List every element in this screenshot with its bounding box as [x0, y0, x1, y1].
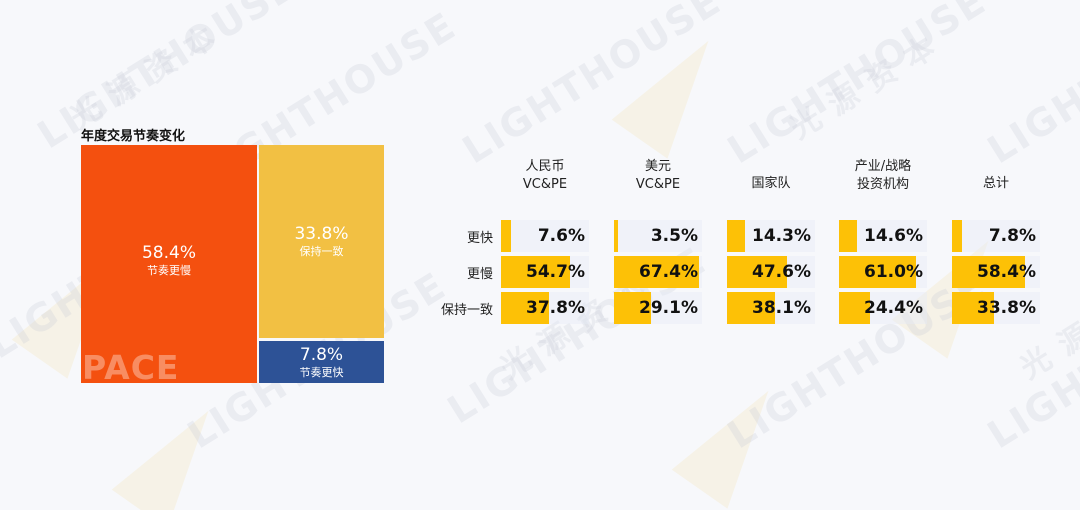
value-bar: [501, 220, 511, 252]
column-header: 人民币 VC&PE: [495, 158, 595, 194]
table-cell: 54.7%: [501, 256, 589, 288]
value-label: 29.1%: [639, 298, 698, 318]
value-bar: [614, 292, 651, 324]
value-bar: [952, 292, 995, 324]
table-cell: 38.1%: [727, 292, 815, 324]
column-header: 美元 VC&PE: [608, 158, 708, 194]
column-header-line1: 国家队: [751, 176, 791, 191]
column-header-line1: 人民币: [525, 159, 565, 174]
treemap: 58.4% 节奏更慢 PACE 33.8% 保持一致 7.8% 节奏更快: [81, 145, 384, 387]
table-cell: 14.3%: [727, 220, 815, 252]
watermark-text: LIGHTHOUSE: [980, 0, 1080, 173]
value-bar: [501, 292, 549, 324]
value-label: 3.5%: [650, 226, 698, 246]
table-cell: 7.6%: [501, 220, 589, 252]
value-bar: [614, 220, 619, 252]
column-header-line1: 总计: [982, 176, 1009, 191]
value-label: 24.4%: [864, 298, 923, 318]
tile-value: 33.8%: [294, 224, 349, 244]
value-bar: [839, 220, 858, 252]
value-label: 37.8%: [526, 298, 585, 318]
value-label: 33.8%: [977, 298, 1036, 318]
table-cell: 7.8%: [952, 220, 1040, 252]
value-label: 58.4%: [977, 262, 1036, 282]
pace-mark: PACE: [82, 348, 180, 387]
column-header-line2: VC&PE: [522, 177, 568, 192]
row-label: 更慢: [466, 267, 493, 282]
column-header-line1: 美元: [644, 159, 671, 174]
treemap-tile-faster: 7.8% 节奏更快: [259, 341, 384, 383]
value-bar: [614, 256, 699, 288]
value-bar: [839, 256, 916, 288]
table-cell: 3.5%: [614, 220, 702, 252]
value-bar: [727, 292, 775, 324]
value-label: 38.1%: [752, 298, 811, 318]
value-label: 14.6%: [864, 226, 923, 246]
tile-value: 7.8%: [299, 344, 344, 365]
value-label: 67.4%: [639, 262, 698, 282]
page-title: 年度交易节奏变化: [81, 129, 186, 144]
value-bar: [501, 256, 570, 288]
value-label: 14.3%: [752, 226, 811, 246]
value-label: 61.0%: [864, 262, 923, 282]
column-header: 国家队: [721, 175, 821, 193]
column-header: 总计: [946, 175, 1046, 193]
watermark-text: 光 源 资 本: [64, 19, 224, 137]
column-header: 产业/战略投资机构: [833, 158, 933, 194]
row-label: 保持一致: [440, 303, 493, 318]
tile-label: 保持一致: [299, 245, 344, 258]
table-cell: 47.6%: [727, 256, 815, 288]
value-bar: [952, 220, 962, 252]
table-cell: 33.8%: [952, 292, 1040, 324]
value-label: 7.6%: [537, 226, 585, 246]
value-bar: [952, 256, 1026, 288]
tile-label: 节奏更慢: [147, 263, 191, 277]
watermark-text: 光 源 资 本: [784, 29, 944, 147]
treemap-tile-same: 33.8% 保持一致: [259, 145, 384, 338]
treemap-tile-slower: 58.4% 节奏更慢 PACE: [81, 145, 257, 387]
column-header-line1: 产业/战略: [854, 159, 912, 174]
table-cell: 67.4%: [614, 256, 702, 288]
table-cell: 61.0%: [839, 256, 927, 288]
value-label: 47.6%: [752, 262, 811, 282]
table-cell: 14.6%: [839, 220, 927, 252]
row-label: 更快: [466, 231, 493, 246]
table-cell: 37.8%: [501, 292, 589, 324]
table-cell: 29.1%: [614, 292, 702, 324]
column-header-line2: 投资机构: [856, 177, 909, 192]
value-bar: [727, 220, 745, 252]
watermark-text: LIGHTHOUSE: [720, 0, 994, 173]
value-label: 7.8%: [988, 226, 1036, 246]
value-bar: [727, 256, 787, 288]
table-cell: 24.4%: [839, 292, 927, 324]
tile-value: 58.4%: [141, 242, 196, 263]
table-cell: 58.4%: [952, 256, 1040, 288]
column-header-line2: VC&PE: [635, 177, 681, 192]
value-bar: [839, 292, 870, 324]
value-label: 54.7%: [526, 262, 585, 282]
tile-label: 节奏更快: [299, 365, 344, 379]
watermark-text: LIGHTHOUSE: [455, 0, 729, 173]
